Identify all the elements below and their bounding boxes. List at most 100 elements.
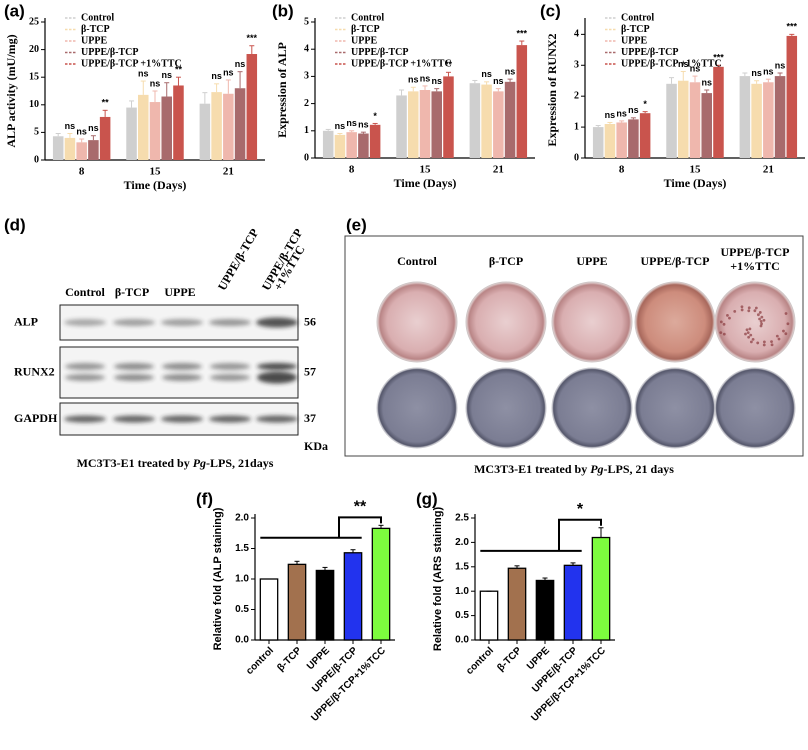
x-tick-label: 15: [690, 164, 702, 176]
x-tick-label: 21: [763, 164, 774, 176]
column-label: Control: [397, 254, 437, 268]
band-size: 56: [304, 314, 316, 328]
y-tick-label: 10: [29, 99, 39, 110]
plate-spot: [759, 320, 763, 323]
plate-spot: [762, 343, 766, 347]
significance-label: ns: [76, 126, 87, 136]
legend-label: UPPE/β-TCP: [351, 47, 409, 58]
bar: [246, 54, 258, 160]
bar: [408, 91, 419, 158]
significance-label: ***: [247, 33, 258, 43]
blot-band: [209, 415, 251, 423]
bar: [604, 124, 616, 158]
x-tick-label: 8: [79, 166, 85, 178]
x-tick-label: 15: [150, 166, 162, 178]
bar: [507, 567, 527, 641]
legend-label: UPPE/β-TCP +1%TTC: [621, 58, 722, 69]
legend-label: UPPE/β-TCP +1%TTC: [351, 58, 452, 69]
y-axis-label: Expression of ALP: [275, 42, 289, 138]
significance-label: ns: [701, 77, 712, 87]
blot-band: [256, 317, 298, 328]
plate-spot: [747, 306, 751, 310]
plate-spot: [784, 312, 788, 315]
y-tick-label: 1.0: [455, 586, 469, 597]
plate-spot: [745, 328, 749, 332]
significance-label: ns: [431, 76, 442, 86]
y-tick-label: 0.0: [455, 635, 469, 646]
bar: [76, 142, 87, 160]
significance-label: ns: [616, 108, 627, 118]
plate-spot: [749, 340, 753, 344]
y-tick-label: 1.0: [235, 574, 249, 585]
y-tick-label: 0: [34, 154, 39, 165]
blot-band: [113, 415, 155, 423]
bar: [138, 94, 149, 160]
bar: [52, 136, 64, 160]
y-tick-label: 4: [304, 43, 309, 54]
plate-spot: [751, 337, 755, 341]
plate-spot: [770, 343, 774, 347]
plate-spot: [762, 340, 766, 344]
plate-spot: [786, 322, 790, 326]
bar: [259, 578, 279, 641]
legend-label: Control: [621, 12, 654, 23]
y-tick-label: 5: [34, 127, 39, 138]
bar: [763, 82, 774, 158]
row-label: ALP: [14, 314, 38, 328]
plate-spot: [722, 332, 726, 336]
y-tick-label: 4: [574, 29, 579, 40]
caption-part: -LPS, 21 days: [604, 462, 675, 476]
plate-spot: [740, 308, 744, 312]
bar: [469, 83, 481, 158]
bar: [358, 133, 369, 158]
plate-spot: [719, 320, 723, 324]
caption-part: -LPS, 21days: [206, 456, 274, 470]
blot-band: [114, 374, 154, 381]
unit-label: KDa: [304, 439, 328, 453]
panel-label: (f): [196, 489, 213, 508]
significance-label: ns: [408, 75, 419, 85]
panel-label: (b): [272, 1, 294, 20]
bar: [628, 119, 639, 158]
bar: [774, 76, 786, 158]
blot-band: [65, 363, 105, 370]
significance-label: ns: [690, 63, 701, 73]
significance-label: ns: [628, 105, 639, 115]
caption-part: MC3T3-E1 treated by: [77, 456, 193, 470]
blot-band: [210, 374, 250, 381]
blot-band: [209, 319, 251, 326]
plate-spot: [756, 313, 760, 317]
plate-spot: [753, 309, 757, 313]
plate-spot: [740, 305, 744, 309]
significance-label: ns: [223, 67, 234, 77]
x-tick-label: 8: [619, 164, 625, 176]
blot-band: [64, 319, 106, 326]
bar: [99, 116, 111, 160]
legend-label: Control: [351, 12, 384, 23]
bar: [211, 92, 222, 160]
plate-frame: [344, 235, 804, 457]
bar: [516, 45, 528, 159]
plate-spot: [749, 333, 753, 337]
significance-label: ns: [88, 123, 99, 133]
plate-spot: [722, 322, 726, 326]
bar: [315, 569, 335, 641]
bar: [64, 137, 76, 160]
bar: [701, 93, 712, 158]
plate-spot: [733, 309, 737, 313]
column-label: Control: [65, 285, 105, 299]
legend-label: UPPE/β-TCP: [621, 47, 679, 58]
significance-label: ns: [335, 121, 346, 131]
significance-label: ns: [235, 59, 246, 69]
plate-stained: [714, 281, 796, 363]
bar: [343, 552, 363, 641]
y-tick-label: 0: [304, 152, 309, 163]
y-tick-label: 0.5: [235, 604, 249, 615]
bar: [369, 124, 381, 158]
y-axis-label: Relative fold (ARS staining): [432, 507, 444, 652]
significance-bracket: [480, 518, 602, 552]
caption-part: Pg: [590, 462, 603, 476]
x-tick-label: 8: [349, 164, 355, 176]
y-tick-label: 1: [574, 121, 579, 132]
